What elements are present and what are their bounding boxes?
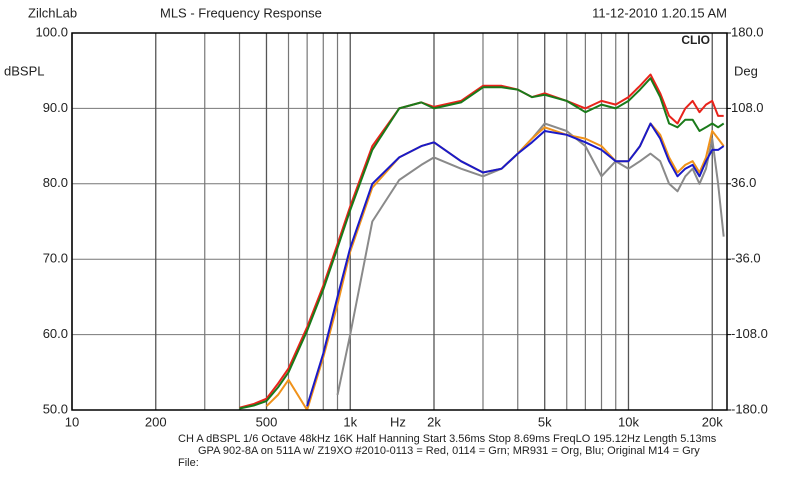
chart-title: MLS - Frequency Response [160,5,322,20]
y-tick-label: 100.0 [35,24,68,39]
x-tick-label: 5k [538,414,552,429]
y-tick-label: 60.0 [43,326,68,341]
x-tick-label: 200 [145,414,167,429]
y2-tick-label: 36.0 [731,175,756,190]
series-line [239,77,725,410]
y2-tick-label: -36.0 [731,251,761,266]
y2-axis-label: Deg [734,63,758,78]
plot-frame [71,32,728,411]
y2-tick-label: 180.0 [731,24,764,39]
plot-lines [239,73,725,410]
timestamp: 11-12-2010 1.20.15 AM [592,5,727,20]
grid [71,32,731,411]
x-tick-label: 20k [702,414,723,429]
y-tick-label: 80.0 [43,175,68,190]
footer-line: File: [178,457,199,469]
badge: CLIO [681,33,710,47]
y-tick-label: 50.0 [43,401,68,416]
x-tick-label: 500 [256,414,278,429]
y2-tick-label: 108.0 [731,100,764,115]
x-tick-label: 1k [343,414,357,429]
y-axis-label: dBSPL [4,63,44,78]
y2-tick-label: -180.0 [731,401,768,416]
y2-tick-label: -108.0 [731,326,768,341]
series-line [265,122,725,410]
x-tick-label: 2k [427,414,441,429]
x-tick-label: 10 [65,414,79,429]
series-line [306,122,725,407]
footer-line: CH A dBSPL 1/6 Octave 48kHz 16K Half Han… [178,433,717,445]
y-tick-label: 70.0 [43,251,68,266]
x-tick-label: 10k [618,414,639,429]
series-line [336,122,725,396]
header-left: ZilchLab [28,5,77,20]
footer-line: GPA 902-8A on 511A w/ Z19XO #2010-0113 =… [198,445,700,457]
y-tick-label: 90.0 [43,100,68,115]
x-axis-label: Hz [390,414,406,429]
